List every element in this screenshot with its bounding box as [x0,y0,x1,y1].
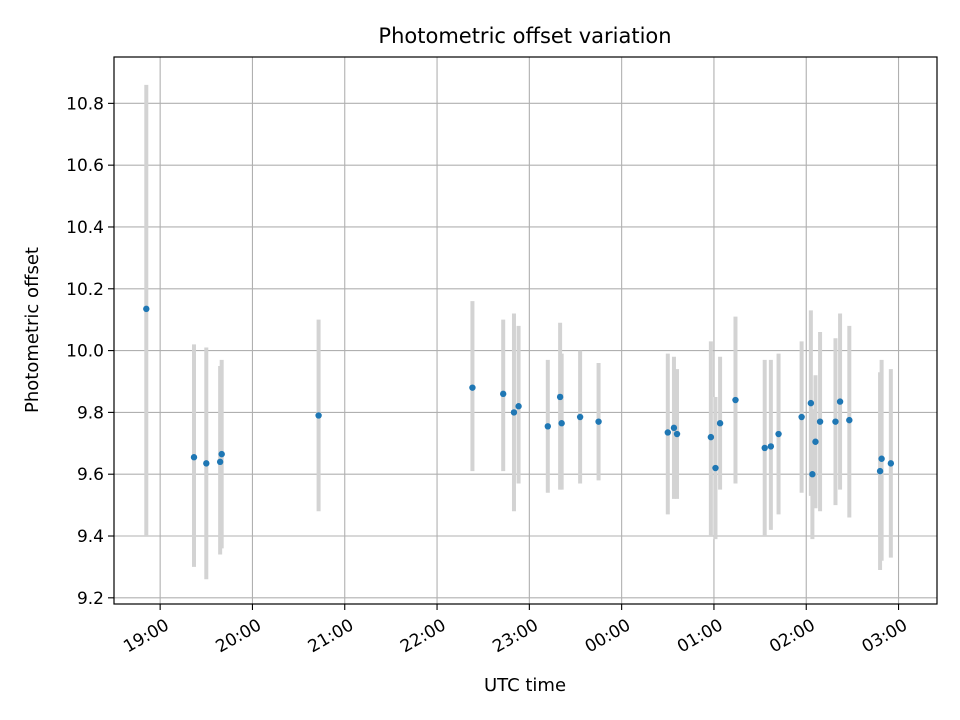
x-axis-label: UTC time [484,675,566,696]
data-point [216,458,224,466]
x-tick-label: 22:00 [397,615,449,657]
y-tick-label: 10.2 [66,280,104,300]
plot-frame [113,56,938,605]
data-point [544,423,552,430]
data-point [846,416,853,424]
data-point [670,424,678,432]
data-point [556,393,564,401]
data-point [595,418,602,425]
data-point [809,471,816,478]
data-point [732,396,739,404]
x-tick-label: 00:00 [582,615,634,657]
data-point [218,450,225,458]
chart-title: Photometric offset variation [378,24,671,48]
data-point [887,460,895,467]
x-tick-label: 23:00 [489,615,541,657]
data-point [203,460,210,467]
y-tick-label: 10.6 [66,156,104,176]
x-tick-label: 21:00 [305,615,357,657]
data-point [469,384,476,391]
y-tick-label: 9.8 [77,403,104,423]
x-axis-ticks: 19:00 20:00 21:00 22:00 23:00 00:00 01:00 02:00… [120,604,911,657]
data-point [315,412,322,419]
data-point [832,418,839,425]
data-point [712,464,719,472]
x-tick-label: 03:00 [859,615,911,657]
x-tick-label: 19:00 [120,615,172,657]
y-axis-label: Photometric offset [22,247,43,413]
data-point [836,398,844,405]
data-point [558,420,565,427]
data-point [143,305,150,313]
data-point [807,399,815,407]
y-tick-label: 9.4 [77,527,104,547]
data-point [673,430,681,438]
y-tick-label: 10.4 [66,218,104,238]
data-point [878,455,885,462]
data-point [761,444,768,452]
data-point [876,467,884,475]
data-point [812,438,819,445]
x-tick-label: 02:00 [766,615,818,657]
data-point [515,403,522,410]
data-point [664,429,671,436]
data-point [775,430,782,438]
x-tick-label: 01:00 [674,615,726,657]
data-point [707,433,715,441]
data-point [716,420,724,427]
y-tick-label: 10.0 [66,342,104,362]
data-point [767,443,775,450]
error-bars [144,84,893,580]
data-point [499,390,507,398]
y-axis-ticks: 9.2 9.4 9.6 9.8 10.0 10.2 10.4 10.6 10.8 [66,94,114,609]
data-point [510,409,518,416]
data-points [143,305,895,478]
data-point [798,413,805,421]
data-point [190,454,198,461]
y-tick-label: 9.2 [77,589,104,609]
data-point [816,418,824,425]
y-tick-label: 9.6 [77,465,104,485]
data-point [576,413,584,421]
y-tick-label: 10.8 [66,94,104,114]
x-tick-label: 20:00 [213,615,265,657]
